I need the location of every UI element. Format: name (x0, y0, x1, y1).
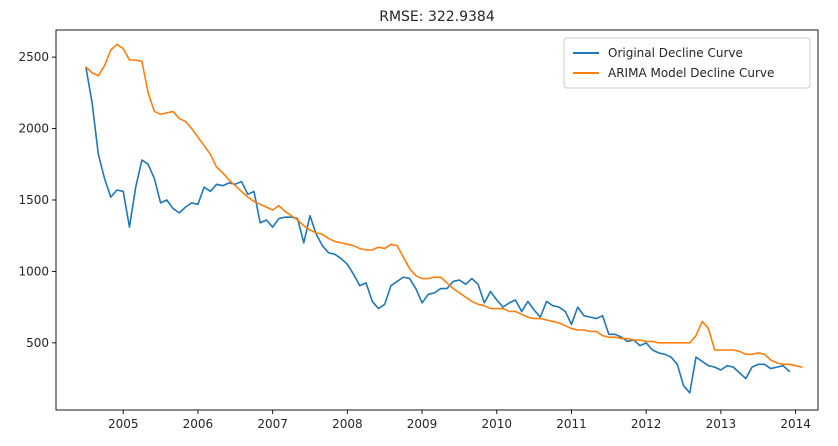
x-tick-label: 2009 (407, 417, 438, 431)
plot-area (56, 30, 818, 410)
y-tick-label: 2500 (18, 50, 49, 64)
x-tick-label: 2013 (706, 417, 737, 431)
legend-label-0: Original Decline Curve (608, 46, 743, 60)
chart-title: RMSE: 322.9384 (379, 9, 495, 25)
axes-frame (55, 29, 819, 411)
x-tick-label: 2010 (481, 417, 512, 431)
y-tick-label: 1500 (18, 193, 49, 207)
legend-label-1: ARIMA Model Decline Curve (608, 66, 774, 80)
x-tick-label: 2011 (556, 417, 587, 431)
x-tick-label: 2012 (631, 417, 662, 431)
x-tick-label: 2007 (257, 417, 288, 431)
x-tick-label: 2005 (108, 417, 139, 431)
y-tick-label: 1000 (18, 264, 49, 278)
legend-box (563, 37, 811, 89)
series-line-0 (85, 66, 791, 394)
legend: Original Decline Curve ARIMA Model Declin… (563, 37, 811, 89)
series-layer (85, 43, 803, 394)
x-tick-label: 2008 (332, 417, 363, 431)
x-tick-label: 2014 (780, 417, 811, 431)
axes-layer: 2005 2006 2007 2008 2009 2010 2011 2012 2013 2014… (18, 29, 819, 431)
y-tick-label: 500 (26, 336, 49, 350)
y-tick-label: 2000 (18, 122, 49, 136)
x-tick-label: 2006 (183, 417, 214, 431)
series-line-1 (85, 43, 803, 368)
